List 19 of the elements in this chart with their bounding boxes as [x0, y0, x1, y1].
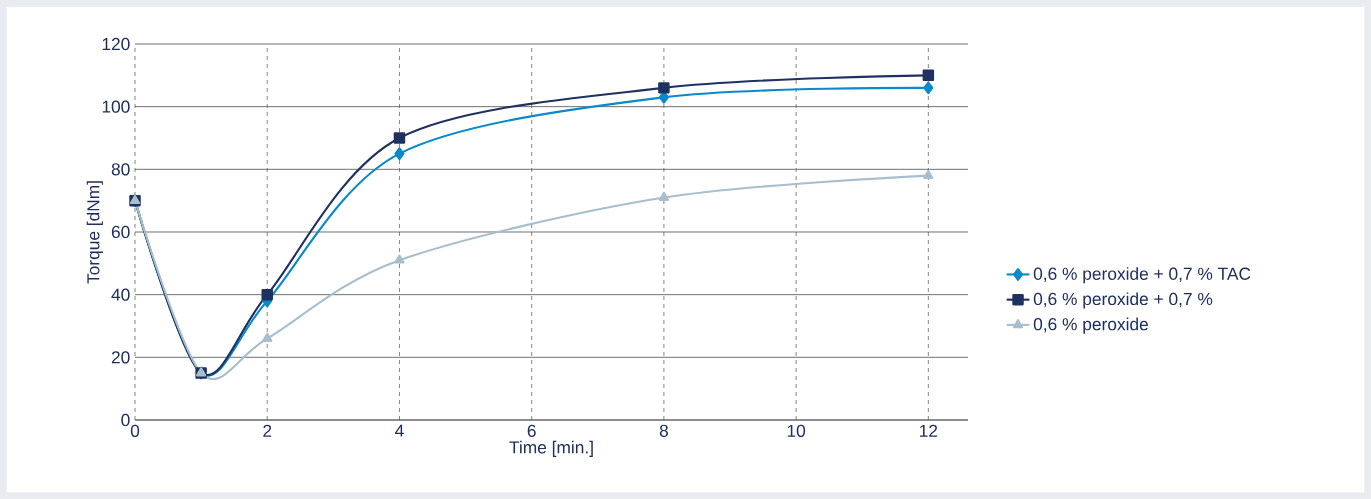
y-tick-label: 40: [111, 288, 130, 301]
y-tick-label: 0: [121, 413, 130, 427]
legend-label: 0,6 % peroxide: [1033, 317, 1148, 334]
x-tick-label: 12: [920, 424, 938, 437]
y-axis-title: Torque [dNm]: [86, 181, 103, 284]
legend-label: 0,6 % peroxide + 0,7 % TAC: [1033, 267, 1251, 284]
legend-label: 0,6 % peroxide + 0,7 %: [1033, 292, 1213, 309]
x-tick-label: 10: [787, 424, 806, 437]
y-tick-label: 120: [102, 37, 130, 51]
y-tick-label: 100: [102, 100, 130, 113]
x-tick-label: 2: [263, 424, 272, 437]
y-tick-label: 20: [111, 351, 130, 364]
y-tick-label: 60: [111, 225, 130, 239]
x-tick-label: 6: [527, 424, 536, 437]
x-tick-label: 8: [659, 424, 668, 437]
x-tick-label: 4: [395, 424, 404, 437]
y-tick-label: 80: [111, 163, 130, 176]
x-axis-title: Time [min.]: [509, 440, 593, 457]
x-tick-label: 0: [130, 424, 140, 437]
